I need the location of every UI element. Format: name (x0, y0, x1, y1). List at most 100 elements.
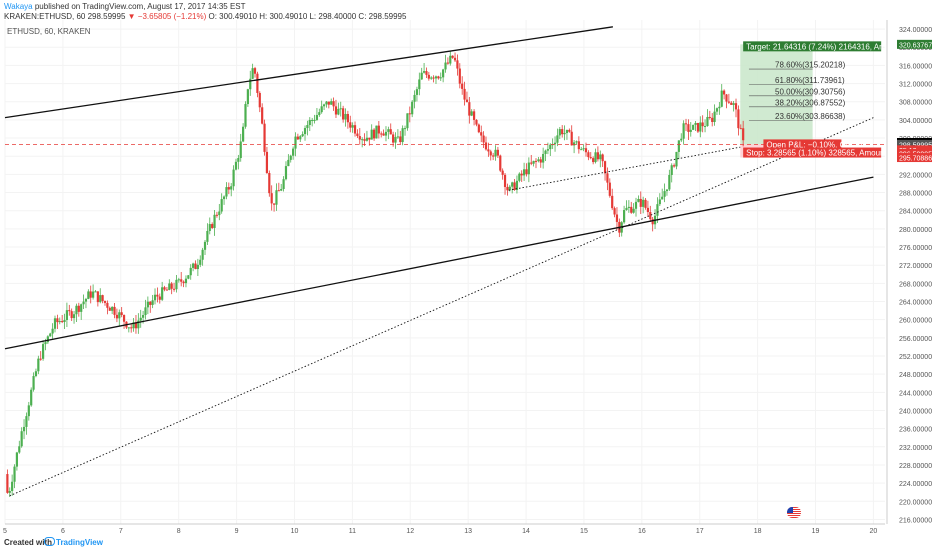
fib-level-label: 23.60%(303.86638) (775, 112, 846, 121)
candle-body (344, 113, 347, 120)
candle-body (582, 148, 585, 150)
candle-body (439, 77, 442, 79)
channel-trend-line (4, 26, 613, 119)
candle-body (20, 431, 23, 447)
candle-body (613, 208, 616, 215)
candle-body (642, 199, 645, 207)
candle-body (611, 195, 614, 209)
fib-level-label: 38.20%(306.87552) (775, 98, 846, 107)
candle-body (715, 108, 719, 112)
candle-body (75, 305, 78, 315)
candle-body (272, 203, 276, 205)
candle-body (711, 117, 714, 122)
candle-body (311, 119, 314, 121)
candle-body (142, 315, 145, 318)
publish-line: Wakaya published on TradingView.com, Aug… (4, 2, 406, 12)
x-tick-label: 6 (61, 528, 65, 535)
candle-body (546, 149, 550, 151)
y-tick-label: 248.00000 (899, 372, 932, 379)
candle-body (406, 113, 409, 129)
candle-body (351, 125, 354, 128)
candle-body (332, 101, 335, 107)
candle-body (625, 207, 628, 211)
candle-body (315, 115, 319, 120)
candle-body (215, 214, 219, 216)
candle-body (265, 151, 269, 174)
candle-body (34, 371, 38, 377)
candle-body (227, 187, 230, 190)
candle-body (308, 120, 311, 126)
price-change: ▼ −3.65805 (−1.21%) (127, 12, 207, 21)
candle-body (513, 182, 516, 190)
candle-body (606, 173, 609, 183)
x-tick-label: 18 (754, 528, 762, 535)
candle-body (601, 154, 604, 162)
target-label-box (743, 41, 882, 52)
candle-body (492, 155, 495, 157)
candle-body (413, 94, 416, 102)
candle-body (587, 152, 590, 158)
candle-body (739, 128, 742, 130)
candle-body (165, 289, 169, 291)
candle-body (15, 452, 19, 467)
candle-body (558, 129, 561, 136)
candle-body (363, 139, 366, 141)
x-tick-label: 17 (696, 528, 704, 535)
candle-body (253, 68, 257, 74)
candle-body (87, 291, 90, 299)
y-tick-label: 276.00000 (899, 245, 932, 252)
candle-body (368, 137, 371, 140)
candle-body (377, 125, 380, 134)
candle-body (337, 108, 340, 115)
candle-body (661, 196, 664, 200)
candle-body (665, 189, 669, 192)
x-tick-label: 13 (464, 528, 472, 535)
candle-body (27, 405, 30, 417)
candle-body (192, 263, 195, 268)
candle-body (92, 291, 95, 298)
candle-body (420, 72, 423, 80)
candle-body (208, 224, 211, 231)
candle-body (437, 76, 440, 79)
candle-body (580, 149, 583, 151)
candle-body (232, 169, 235, 187)
candle-body (46, 336, 49, 343)
candle-body (475, 119, 478, 125)
price-label-box (897, 139, 932, 149)
candle-body (530, 162, 533, 164)
candle-body (399, 136, 402, 143)
publish-info: published on TradingView.com, August 17,… (34, 2, 246, 11)
candle-body (289, 155, 292, 160)
price-label: 320.63767 (899, 42, 932, 49)
candle-body (572, 142, 576, 146)
candle-body (239, 141, 242, 159)
candle-body (472, 111, 476, 120)
candle-body (303, 128, 307, 135)
candle-body (237, 158, 240, 162)
candle-body (658, 199, 661, 205)
candle-body (518, 173, 521, 181)
tradingview-brand[interactable]: TradingView (56, 538, 103, 547)
candle-body (180, 279, 183, 282)
y-tick-label: 268.00000 (899, 281, 932, 288)
y-tick-label: 316.00000 (899, 63, 932, 70)
candle-body (101, 295, 104, 301)
candle-body (139, 317, 142, 321)
quote-line: KRAKEN:ETHUSD, 60 298.59995 ▼ −3.65805 (… (4, 12, 406, 22)
candle-body (175, 279, 178, 290)
candle-body (82, 301, 85, 305)
author-link[interactable]: Wakaya (4, 2, 33, 11)
candle-body (677, 140, 680, 152)
candle-body (222, 196, 226, 200)
x-tick-label: 16 (638, 528, 646, 535)
candle-body (130, 327, 133, 329)
price-label: 295.70886 (899, 156, 932, 163)
candle-body (94, 291, 97, 293)
candle-body (663, 191, 666, 197)
candle-body (432, 77, 435, 79)
channel-trend-line (4, 176, 874, 350)
candle-body (49, 333, 52, 337)
candle-body (520, 173, 523, 176)
y-tick-label: 272.00000 (899, 263, 932, 270)
